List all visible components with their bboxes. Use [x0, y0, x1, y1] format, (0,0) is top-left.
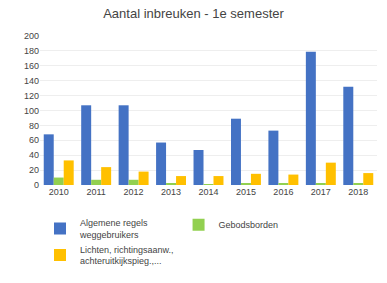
svg-text:40: 40	[29, 150, 39, 160]
svg-text:180: 180	[24, 46, 39, 56]
svg-text:2015: 2015	[236, 187, 256, 197]
svg-text:0: 0	[34, 180, 39, 190]
svg-text:2014: 2014	[198, 187, 218, 197]
svg-text:2012: 2012	[124, 187, 144, 197]
svg-text:100: 100	[24, 106, 39, 116]
svg-text:Lichten, richtingsaanw.,achter: Lichten, richtingsaanw.,achteruitkijkspi…	[80, 245, 174, 267]
svg-text:Algemene regelsweggebruikers: Algemene regelsweggebruikers	[79, 218, 148, 240]
svg-text:60: 60	[29, 135, 39, 145]
svg-text:2017: 2017	[311, 187, 331, 197]
svg-text:140: 140	[24, 76, 39, 86]
svg-text:2016: 2016	[273, 187, 293, 197]
svg-text:80: 80	[29, 121, 39, 131]
svg-text:Gebodsborden: Gebodsborden	[219, 220, 279, 230]
svg-text:20: 20	[29, 165, 39, 175]
svg-text:160: 160	[24, 61, 39, 71]
svg-text:2018: 2018	[348, 187, 368, 197]
svg-text:2011: 2011	[86, 187, 105, 197]
svg-text:Aantal inbreuken - 1e semester: Aantal inbreuken - 1e semester	[103, 6, 284, 21]
svg-text:200: 200	[24, 31, 39, 41]
svg-text:120: 120	[24, 91, 39, 101]
svg-text:2010: 2010	[49, 187, 69, 197]
svg-text:2013: 2013	[161, 187, 181, 197]
